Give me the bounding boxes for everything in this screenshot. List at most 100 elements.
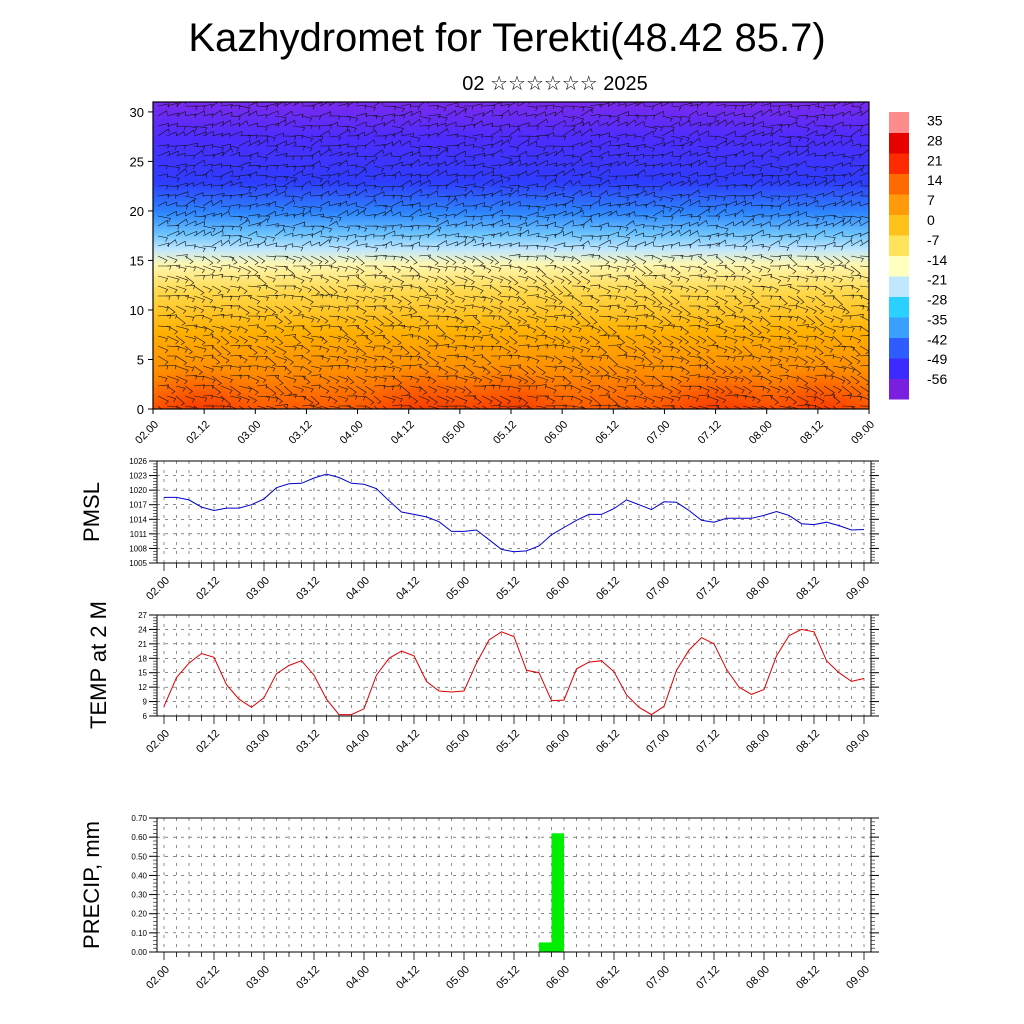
wind-barb bbox=[193, 265, 206, 274]
wind-barb bbox=[184, 255, 194, 265]
wind-barb bbox=[337, 315, 349, 323]
wind-barb bbox=[202, 231, 212, 237]
wind-barb bbox=[328, 405, 341, 409]
wind-barb bbox=[823, 241, 836, 247]
colorbar-label: 35 bbox=[927, 113, 943, 129]
wind-barb bbox=[778, 395, 789, 402]
wind-barb bbox=[652, 255, 663, 264]
wind-barb bbox=[733, 220, 744, 227]
wind-barb bbox=[220, 147, 233, 157]
wind-barb bbox=[715, 405, 722, 409]
wind-barb bbox=[688, 385, 702, 391]
wind-barb bbox=[832, 174, 846, 179]
wind-barb bbox=[850, 375, 860, 385]
wind-barb bbox=[238, 355, 248, 364]
wind-barb bbox=[472, 185, 485, 192]
wind-barb bbox=[436, 219, 449, 227]
wind-barb bbox=[652, 355, 664, 364]
wind-barb bbox=[283, 274, 296, 279]
wind-barb bbox=[796, 183, 808, 188]
wind-barb bbox=[499, 242, 512, 248]
wind-barb bbox=[265, 201, 277, 207]
wind-barb bbox=[535, 384, 547, 389]
wind-barb bbox=[319, 315, 329, 324]
wind-barb bbox=[193, 181, 205, 187]
wind-barb bbox=[193, 245, 206, 253]
wind-barb bbox=[211, 145, 225, 152]
wind-barb bbox=[337, 275, 350, 281]
wind-barb bbox=[283, 175, 298, 182]
wind-barb bbox=[391, 161, 403, 167]
wind-barb bbox=[184, 244, 196, 249]
wind-barb bbox=[553, 305, 564, 311]
wind-barb bbox=[796, 245, 808, 251]
wind-barb bbox=[490, 375, 504, 383]
wind-barb bbox=[670, 180, 684, 187]
wind-barb bbox=[463, 385, 472, 395]
wind-barb bbox=[571, 155, 582, 161]
wind-barb bbox=[364, 214, 376, 219]
colorbar-band bbox=[889, 112, 909, 133]
wind-barb bbox=[364, 129, 377, 137]
wind-barb bbox=[238, 215, 249, 222]
wind-barb bbox=[661, 365, 673, 371]
x-tick-label: 08.00 bbox=[747, 419, 775, 447]
wind-barb bbox=[643, 241, 655, 247]
wind-barb bbox=[274, 175, 288, 182]
wind-barb bbox=[634, 364, 645, 369]
wind-barb bbox=[643, 355, 653, 366]
wind-barb bbox=[310, 405, 322, 409]
wind-barb bbox=[742, 345, 753, 357]
wind-barb bbox=[661, 102, 673, 107]
wind-barb bbox=[202, 365, 215, 373]
wind-barb bbox=[472, 221, 483, 227]
wind-barb bbox=[715, 395, 727, 404]
wind-barb bbox=[202, 144, 214, 149]
wind-barb bbox=[850, 305, 865, 310]
wind-barb bbox=[364, 233, 375, 238]
wind-barb bbox=[265, 385, 277, 396]
wind-barb bbox=[175, 182, 188, 188]
wind-barb bbox=[526, 140, 538, 147]
wind-barb bbox=[688, 405, 701, 409]
wind-barb bbox=[670, 265, 681, 276]
wind-barb bbox=[382, 395, 396, 404]
wind-barb bbox=[571, 295, 583, 306]
colorbar-band bbox=[889, 132, 909, 154]
wind-barb bbox=[310, 135, 324, 141]
x-tick-label: 02.00 bbox=[144, 575, 172, 603]
wind-barb bbox=[580, 385, 594, 394]
wind-barb bbox=[778, 275, 791, 283]
wind-barb bbox=[580, 253, 594, 259]
wind-barb bbox=[490, 255, 500, 265]
wind-barb bbox=[481, 109, 494, 117]
wind-barb bbox=[787, 315, 799, 322]
wind-barb bbox=[832, 335, 843, 347]
wind-barb bbox=[409, 208, 422, 217]
y-tick-label: 1008 bbox=[129, 544, 147, 553]
wind-barb bbox=[751, 254, 763, 259]
wind-barb bbox=[310, 265, 322, 270]
wind-barb bbox=[571, 265, 583, 275]
wind-barb bbox=[337, 200, 348, 207]
x-tick-label: 09.00 bbox=[844, 575, 872, 603]
wind-barb bbox=[292, 314, 304, 319]
wind-barb bbox=[427, 162, 440, 168]
wind-barb bbox=[220, 164, 232, 170]
wind-barb bbox=[238, 285, 248, 294]
wind-barb bbox=[697, 275, 711, 282]
x-tick-label: 03.12 bbox=[294, 575, 322, 603]
wind-barb bbox=[832, 305, 846, 314]
wind-barb bbox=[310, 184, 324, 189]
wind-barb bbox=[373, 385, 386, 390]
wind-barb bbox=[796, 202, 807, 207]
wind-barb bbox=[823, 325, 836, 334]
wind-barb bbox=[769, 385, 781, 394]
wind-barb bbox=[580, 265, 590, 274]
wind-barb bbox=[310, 374, 322, 379]
wind-barb bbox=[562, 325, 573, 333]
wind-barb bbox=[301, 180, 312, 187]
wind-barb bbox=[850, 355, 861, 365]
wind-barb bbox=[517, 375, 529, 385]
wind-barb bbox=[283, 255, 296, 264]
